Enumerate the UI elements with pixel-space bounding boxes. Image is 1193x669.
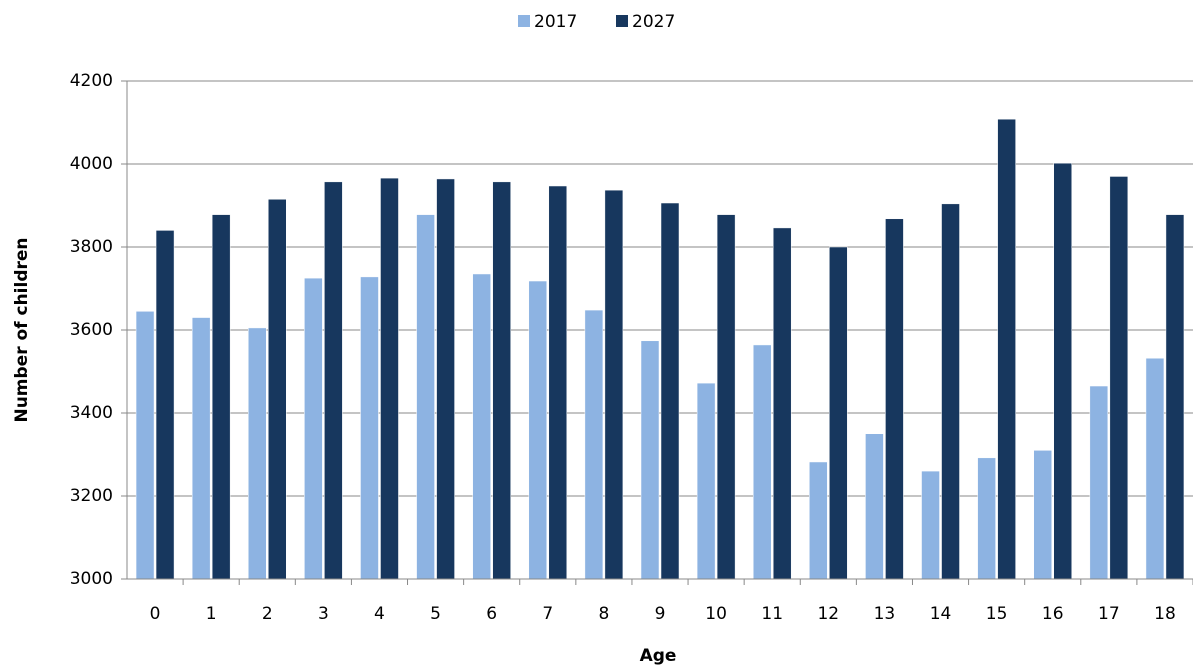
bar (696, 382, 716, 580)
bar (155, 230, 175, 580)
x-tick-label: 3 (318, 604, 329, 624)
y-axis-title: Number of children (12, 237, 32, 422)
x-tick-label: 8 (598, 604, 609, 624)
bar (977, 457, 996, 580)
x-tick-label: 18 (1154, 604, 1176, 624)
bar (492, 181, 511, 580)
bar (640, 340, 660, 580)
bar (865, 433, 884, 580)
x-tick-label: 17 (1098, 604, 1120, 624)
bar (1165, 214, 1185, 580)
x-tick-label: 6 (486, 604, 497, 624)
y-tick-label: 3000 (70, 569, 113, 589)
bar (752, 344, 772, 580)
bar (997, 118, 1016, 580)
bar (660, 202, 680, 580)
bar (548, 185, 568, 580)
x-tick-label: 10 (705, 604, 727, 624)
x-tick-label: 4 (374, 604, 385, 624)
legend-label: 2017 (534, 12, 577, 32)
y-tick-label: 4200 (70, 71, 113, 91)
x-tick-label: 16 (1042, 604, 1064, 624)
bar (472, 273, 491, 580)
x-tick-label: 1 (206, 604, 217, 624)
x-tick-label: 11 (761, 604, 783, 624)
x-tick-label: 13 (874, 604, 896, 624)
bar (268, 199, 287, 580)
bar (360, 276, 379, 580)
bar (324, 181, 343, 580)
y-tick-label: 3200 (70, 486, 113, 506)
bar (436, 178, 455, 580)
x-tick-label: 9 (655, 604, 666, 624)
x-tick-label: 0 (150, 604, 161, 624)
bar (191, 317, 211, 580)
x-tick-label: 5 (430, 604, 441, 624)
x-tick-label: 12 (817, 604, 839, 624)
x-tick-label: 15 (986, 604, 1008, 624)
x-tick-label: 7 (542, 604, 553, 624)
bar (528, 280, 548, 580)
bar (921, 470, 940, 580)
bar (584, 309, 604, 580)
bar (416, 214, 435, 580)
bar (604, 189, 624, 580)
x-axis-title: Age (640, 646, 677, 666)
y-tick-label: 4000 (70, 154, 113, 174)
bar (772, 227, 792, 580)
bar (304, 277, 323, 580)
bar (1145, 357, 1165, 580)
bar (1089, 385, 1109, 580)
bar (1033, 450, 1052, 580)
y-tick-label: 3800 (70, 237, 113, 257)
bar (941, 203, 960, 580)
y-tick-label: 3600 (70, 320, 113, 340)
bar (248, 327, 267, 580)
y-tick-label: 3400 (70, 403, 113, 423)
x-tick-label: 2 (262, 604, 273, 624)
bar (380, 177, 399, 580)
bar (716, 214, 736, 580)
bar (211, 214, 231, 580)
bar (829, 246, 848, 580)
legend-swatch (616, 15, 628, 27)
bar (809, 461, 828, 580)
legend-label: 2027 (632, 12, 675, 32)
bar (885, 218, 904, 580)
x-tick-label: 14 (930, 604, 952, 624)
bar (135, 311, 155, 580)
bar (1109, 176, 1129, 580)
bar (1053, 162, 1072, 580)
legend-swatch (518, 15, 530, 27)
